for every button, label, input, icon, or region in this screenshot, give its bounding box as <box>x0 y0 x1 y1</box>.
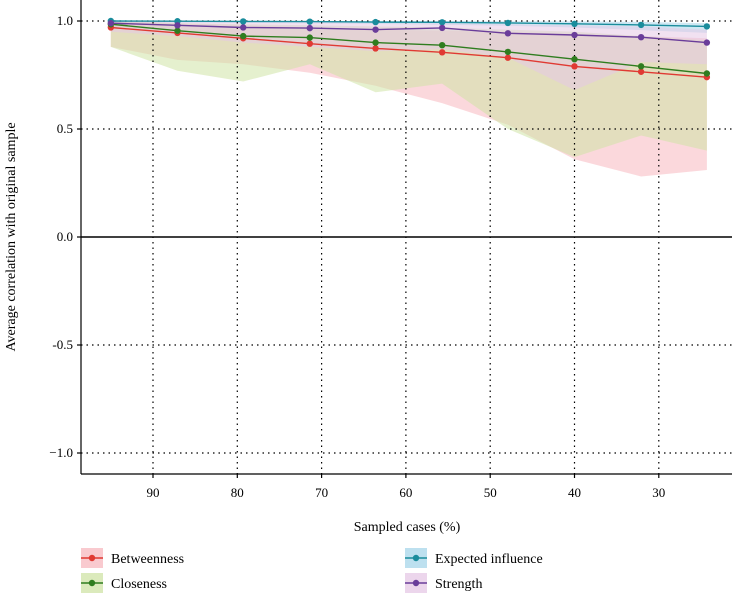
point-expected-influence <box>240 18 247 25</box>
point-closeness <box>372 39 379 46</box>
point-expected-influence <box>306 18 313 25</box>
y-tick-label: -0.5 <box>52 337 73 352</box>
legend-label: Strength <box>435 577 482 592</box>
point-strength <box>240 24 247 31</box>
point-strength <box>571 31 578 39</box>
point-closeness <box>571 56 578 63</box>
line-expected-influence <box>110 20 707 28</box>
y-tick-label: 1.0 <box>57 13 73 28</box>
point-betweenness <box>637 68 645 75</box>
point-expected-influence <box>703 23 711 30</box>
point-strength <box>174 22 181 29</box>
point-closeness <box>174 27 181 34</box>
series-lines <box>110 20 707 78</box>
point-expected-influence <box>571 20 578 28</box>
legend-marker <box>412 579 420 587</box>
legend-label: Expected influence <box>435 552 543 567</box>
legend-item-betweenness: Betweenness <box>81 548 184 568</box>
axes: 1.0 0.5 0.0 -0.5 −1.0 90 80 70 60 50 40 30 <box>49 0 732 500</box>
point-strength <box>504 30 512 37</box>
point-expected-influence <box>637 21 645 29</box>
x-tick-label: 60 <box>399 485 412 500</box>
point-betweenness <box>438 49 446 56</box>
point-expected-influence <box>504 19 512 27</box>
point-betweenness <box>571 63 578 70</box>
grid-lines <box>81 0 732 474</box>
y-tick-label: −1.0 <box>49 445 73 460</box>
point-strength <box>372 26 379 33</box>
point-betweenness <box>306 40 313 47</box>
point-strength <box>703 39 711 46</box>
x-tick-label: 80 <box>231 485 244 500</box>
point-closeness <box>637 63 645 70</box>
point-closeness <box>703 70 711 77</box>
y-tick-label: 0.5 <box>57 121 73 136</box>
point-strength <box>306 24 313 32</box>
point-expected-influence <box>372 18 379 26</box>
x-tick-label: 70 <box>315 485 328 500</box>
point-betweenness <box>372 45 379 52</box>
point-closeness <box>504 48 512 56</box>
legend-label: Closeness <box>111 577 167 592</box>
legend: Betweenness Closeness Expected influence St… <box>81 548 543 593</box>
line-betweenness <box>110 26 707 78</box>
x-tick-label: 40 <box>568 485 581 500</box>
point-closeness <box>438 41 446 49</box>
legend-item-expected-influence: Expected influence <box>405 548 543 568</box>
legend-item-closeness: Closeness <box>81 573 167 593</box>
x-tick-label: 30 <box>652 485 665 500</box>
legend-label: Betweenness <box>111 552 184 567</box>
legend-marker <box>88 579 96 587</box>
point-expected-influence <box>438 19 446 26</box>
line-strength <box>110 22 707 44</box>
point-closeness <box>306 34 313 41</box>
legend-marker <box>412 554 420 562</box>
x-tick-label: 50 <box>484 485 497 500</box>
band-strength <box>110 21 707 91</box>
x-tick-label: 90 <box>147 485 160 500</box>
point-strength <box>107 19 115 27</box>
legend-item-strength: Strength <box>405 573 482 593</box>
point-closeness <box>240 32 247 40</box>
series-points <box>107 17 711 81</box>
y-tick-label: 0.0 <box>57 229 73 244</box>
x-axis-title: Sampled cases (%) <box>354 520 461 535</box>
line-closeness <box>110 23 707 75</box>
point-strength <box>637 34 645 41</box>
legend-marker <box>88 554 96 562</box>
y-axis-title: Average correlation with original sample <box>4 122 19 351</box>
point-strength <box>438 24 446 32</box>
point-betweenness <box>504 54 512 61</box>
